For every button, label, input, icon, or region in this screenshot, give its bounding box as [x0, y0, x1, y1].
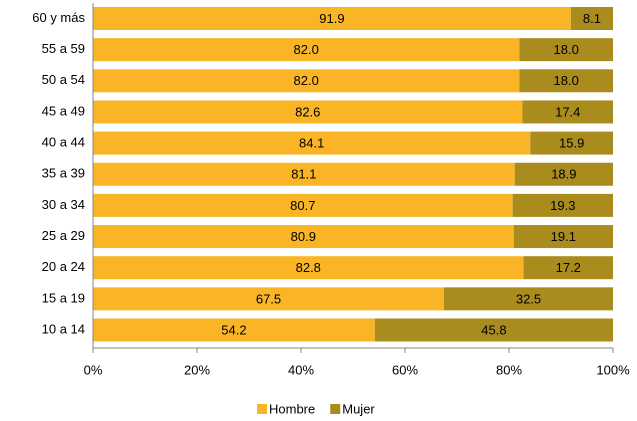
y-tick-label: 25 a 29 [42, 228, 85, 243]
bar-segment [513, 225, 613, 249]
data-label: 54.2 [221, 322, 246, 337]
bar-segment [93, 131, 531, 155]
bar-segment [519, 38, 613, 62]
data-label: 19.3 [550, 198, 575, 213]
bar-segment [93, 100, 523, 124]
data-label: 8.1 [583, 11, 601, 26]
data-label: 32.5 [516, 291, 541, 306]
bar-segment [93, 193, 513, 217]
data-label: 82.8 [296, 260, 321, 275]
data-label: 17.2 [556, 260, 581, 275]
bar-segment [93, 69, 520, 93]
data-label: 80.7 [290, 198, 315, 213]
x-tick-label: 100% [596, 362, 630, 377]
bar-segment [522, 100, 613, 124]
y-tick-label: 30 a 34 [42, 197, 85, 212]
data-label: 91.9 [319, 11, 344, 26]
data-label: 67.5 [256, 291, 281, 306]
bar-segment [519, 69, 613, 93]
bar-segment [523, 256, 613, 280]
y-tick-label: 60 y más [32, 10, 85, 25]
bar-segment [93, 38, 520, 62]
bar-segment [93, 7, 571, 30]
legend-label: Hombre [269, 401, 315, 416]
data-label: 17.4 [555, 104, 580, 119]
data-label: 82.0 [294, 42, 319, 57]
y-tick-label: 15 a 19 [42, 290, 85, 305]
y-tick-label: 50 a 54 [42, 72, 85, 87]
data-label: 82.6 [295, 104, 320, 119]
x-tick-label: 40% [288, 362, 314, 377]
y-tick-label: 35 a 39 [42, 166, 85, 181]
data-label: 82.0 [294, 73, 319, 88]
data-label: 18.0 [554, 42, 579, 57]
y-tick-label: 55 a 59 [42, 41, 85, 56]
bar-segment [512, 193, 613, 217]
bar-segment [530, 131, 613, 155]
bar-segment [93, 225, 514, 249]
y-tick-label: 45 a 49 [42, 103, 85, 118]
x-tick-label: 60% [392, 362, 418, 377]
data-label: 18.9 [551, 167, 576, 182]
legend-swatch [257, 404, 267, 414]
data-label: 80.9 [291, 229, 316, 244]
bar-segment [444, 287, 613, 311]
bar-segment [374, 318, 613, 342]
bar-segment [93, 287, 444, 311]
y-tick-label: 10 a 14 [42, 321, 85, 336]
legend-label: Mujer [342, 401, 375, 416]
bar-segment [93, 162, 515, 186]
y-tick-label: 20 a 24 [42, 259, 85, 274]
data-label: 19.1 [551, 229, 576, 244]
bar-segment [514, 162, 613, 186]
y-tick-label: 40 a 44 [42, 135, 85, 150]
data-label: 18.0 [554, 73, 579, 88]
data-label: 45.8 [481, 322, 506, 337]
bar-segment [570, 7, 613, 30]
legend-swatch [330, 404, 341, 414]
x-tick-label: 20% [184, 362, 210, 377]
data-label: 15.9 [559, 136, 584, 151]
data-label: 81.1 [291, 167, 316, 182]
bar-segment [93, 318, 375, 342]
x-tick-label: 0% [84, 362, 103, 377]
data-label: 84.1 [299, 136, 324, 151]
bar-segment [93, 256, 524, 280]
x-tick-label: 80% [496, 362, 522, 377]
